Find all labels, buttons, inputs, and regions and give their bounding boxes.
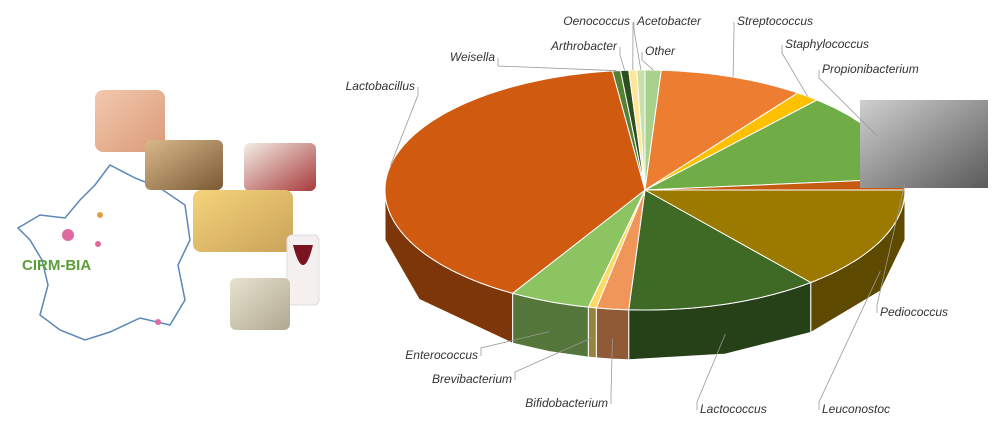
leader-line bbox=[818, 70, 877, 136]
slice bbox=[628, 189, 812, 311]
photo bbox=[244, 143, 316, 191]
photo bbox=[286, 234, 320, 306]
map-dot bbox=[97, 212, 103, 218]
slice bbox=[511, 189, 646, 308]
slice-label: Propionibacterium bbox=[822, 62, 919, 76]
labels: Other Streptococcus Staphylococcus Propioni… bbox=[346, 14, 948, 416]
slice-label: Lactobacillus bbox=[346, 79, 415, 93]
slice-label: Leuconostoc bbox=[822, 402, 890, 416]
map-dot bbox=[95, 241, 101, 247]
slice bbox=[643, 189, 906, 284]
slice-label: Lactococcus bbox=[700, 402, 767, 416]
leader-line bbox=[633, 22, 642, 71]
map-dot bbox=[155, 319, 161, 325]
photo bbox=[230, 278, 290, 330]
photo bbox=[95, 90, 165, 152]
leader-line bbox=[497, 58, 617, 72]
slice-label: Pediococcus bbox=[880, 305, 948, 319]
leader-line bbox=[641, 52, 654, 71]
leader-line bbox=[818, 270, 881, 410]
photo bbox=[193, 190, 293, 252]
photo bbox=[145, 140, 223, 190]
slice-side bbox=[595, 307, 630, 361]
leader-line bbox=[732, 22, 735, 78]
slice-label: Other bbox=[645, 44, 676, 58]
slice-label: Enterococcus bbox=[405, 348, 478, 362]
leader-line bbox=[876, 184, 906, 313]
leader-line bbox=[390, 87, 419, 166]
slice-label: Staphylococcus bbox=[785, 37, 869, 51]
slice-side bbox=[587, 306, 597, 359]
slice-label: Brevibacterium bbox=[432, 372, 512, 386]
map-dot bbox=[62, 229, 74, 241]
micrograph bbox=[860, 100, 988, 188]
leader-line bbox=[480, 331, 550, 356]
leader-line bbox=[781, 45, 808, 97]
pie bbox=[384, 69, 906, 361]
slice-label: Streptococcus bbox=[737, 14, 813, 28]
slice-label: Oenococcus bbox=[563, 14, 630, 28]
leader-line bbox=[696, 333, 726, 410]
slice-label: Acetobacter bbox=[636, 14, 702, 28]
leader-line bbox=[514, 337, 593, 380]
leader-line bbox=[610, 339, 613, 404]
map-outline bbox=[16, 164, 191, 341]
leader-line bbox=[619, 47, 625, 71]
slice-label: Weisella bbox=[450, 50, 495, 64]
slice-label: Arthrobacter bbox=[550, 39, 618, 53]
wine bbox=[293, 245, 313, 265]
caption: CIRM-BIA bbox=[22, 257, 91, 274]
slice-label: Bifidobacterium bbox=[525, 396, 608, 410]
